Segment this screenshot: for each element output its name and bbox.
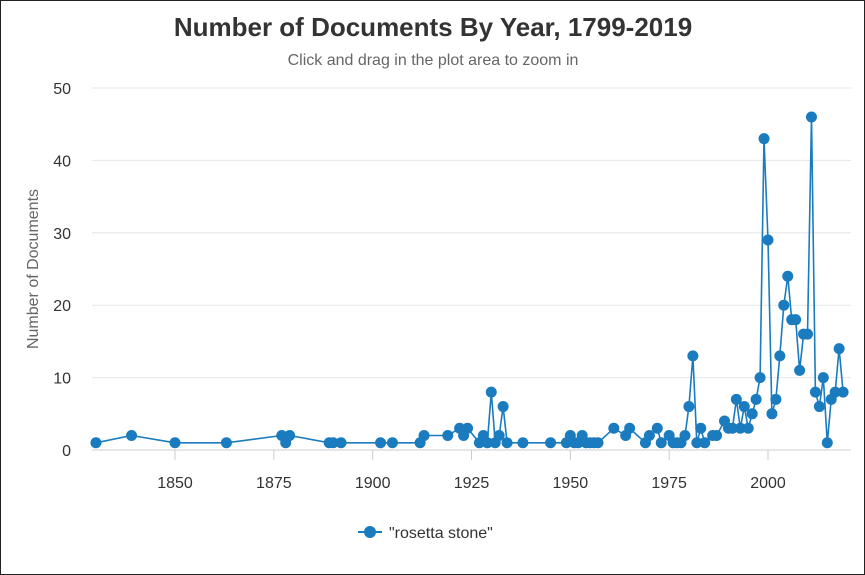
data-point[interactable] <box>790 314 802 326</box>
x-tick-label: 1850 <box>157 475 193 492</box>
chart-title: Number of Documents By Year, 1799-2019 <box>174 12 692 42</box>
data-point[interactable] <box>481 437 493 449</box>
data-point[interactable] <box>655 437 667 449</box>
data-point[interactable] <box>837 386 849 398</box>
data-point[interactable] <box>754 372 766 384</box>
data-point[interactable] <box>442 430 454 442</box>
data-point[interactable] <box>695 422 707 434</box>
data-point[interactable] <box>169 437 181 449</box>
data-point[interactable] <box>817 372 829 384</box>
data-point[interactable] <box>778 299 790 311</box>
data-point[interactable] <box>782 270 794 282</box>
data-point[interactable] <box>643 430 655 442</box>
data-point[interactable] <box>501 437 513 449</box>
x-tick-label: 2000 <box>750 475 786 492</box>
x-axis-ticks: 1850 1875 1900 1925 1950 1975 2000 <box>157 450 786 492</box>
data-point[interactable] <box>608 422 620 434</box>
data-point[interactable] <box>462 422 474 434</box>
data-point[interactable] <box>335 437 347 449</box>
data-point[interactable] <box>794 364 806 376</box>
data-point[interactable] <box>497 401 509 413</box>
data-point[interactable] <box>750 393 762 405</box>
y-tick-label: 50 <box>53 81 71 98</box>
x-tick-label: 1925 <box>454 475 490 492</box>
x-tick-label: 1900 <box>355 475 391 492</box>
data-point[interactable] <box>711 430 723 442</box>
data-point[interactable] <box>592 437 604 449</box>
data-point[interactable] <box>734 422 746 434</box>
data-point[interactable] <box>90 437 102 449</box>
data-point[interactable] <box>762 234 774 246</box>
data-point[interactable] <box>691 437 703 449</box>
y-axis-title: Number of Documents <box>25 189 42 349</box>
data-point[interactable] <box>327 437 339 449</box>
data-point[interactable] <box>386 437 398 449</box>
data-point[interactable] <box>829 386 841 398</box>
legend-item-rosetta-stone[interactable]: "rosetta stone" <box>389 525 493 542</box>
data-point[interactable] <box>284 430 296 442</box>
y-tick-label: 30 <box>53 226 71 243</box>
data-point[interactable] <box>687 350 699 362</box>
plot-area[interactable] <box>90 111 849 449</box>
data-point[interactable] <box>493 430 505 442</box>
data-point[interactable] <box>545 437 557 449</box>
chart-subtitle: Click and drag in the plot area to zoom … <box>288 52 579 69</box>
data-point[interactable] <box>220 437 232 449</box>
data-point[interactable] <box>517 437 529 449</box>
data-point[interactable] <box>802 328 814 340</box>
y-axis-ticks: 0 10 20 30 40 50 <box>53 81 71 460</box>
y-tick-label: 10 <box>53 371 71 388</box>
data-point[interactable] <box>833 343 845 355</box>
data-point[interactable] <box>683 401 695 413</box>
legend-marker-icon <box>364 526 376 538</box>
data-point[interactable] <box>679 430 691 442</box>
data-point[interactable] <box>766 408 778 420</box>
data-point[interactable] <box>738 401 750 413</box>
data-point[interactable] <box>375 437 387 449</box>
data-point[interactable] <box>742 422 754 434</box>
legend[interactable]: "rosetta stone" <box>358 525 493 542</box>
data-point[interactable] <box>805 111 817 123</box>
data-point[interactable] <box>485 386 497 398</box>
y-tick-label: 40 <box>53 153 71 170</box>
data-point[interactable] <box>651 422 663 434</box>
data-point[interactable] <box>813 401 825 413</box>
x-tick-label: 1950 <box>553 475 589 492</box>
grid-lines <box>92 87 851 379</box>
x-tick-label: 1875 <box>256 475 292 492</box>
data-point[interactable] <box>624 422 636 434</box>
y-tick-label: 20 <box>53 298 71 315</box>
data-point[interactable] <box>699 437 711 449</box>
data-point[interactable] <box>821 437 833 449</box>
series-line-0 <box>95 116 844 444</box>
y-tick-label: 0 <box>62 443 71 460</box>
data-point[interactable] <box>418 430 430 442</box>
x-tick-label: 1975 <box>651 475 687 492</box>
data-point[interactable] <box>758 133 770 145</box>
data-point[interactable] <box>746 408 758 420</box>
data-point[interactable] <box>126 430 138 442</box>
data-point[interactable] <box>774 350 786 362</box>
data-point[interactable] <box>730 393 742 405</box>
data-point[interactable] <box>770 393 782 405</box>
data-point[interactable] <box>809 386 821 398</box>
data-point[interactable] <box>726 422 738 434</box>
